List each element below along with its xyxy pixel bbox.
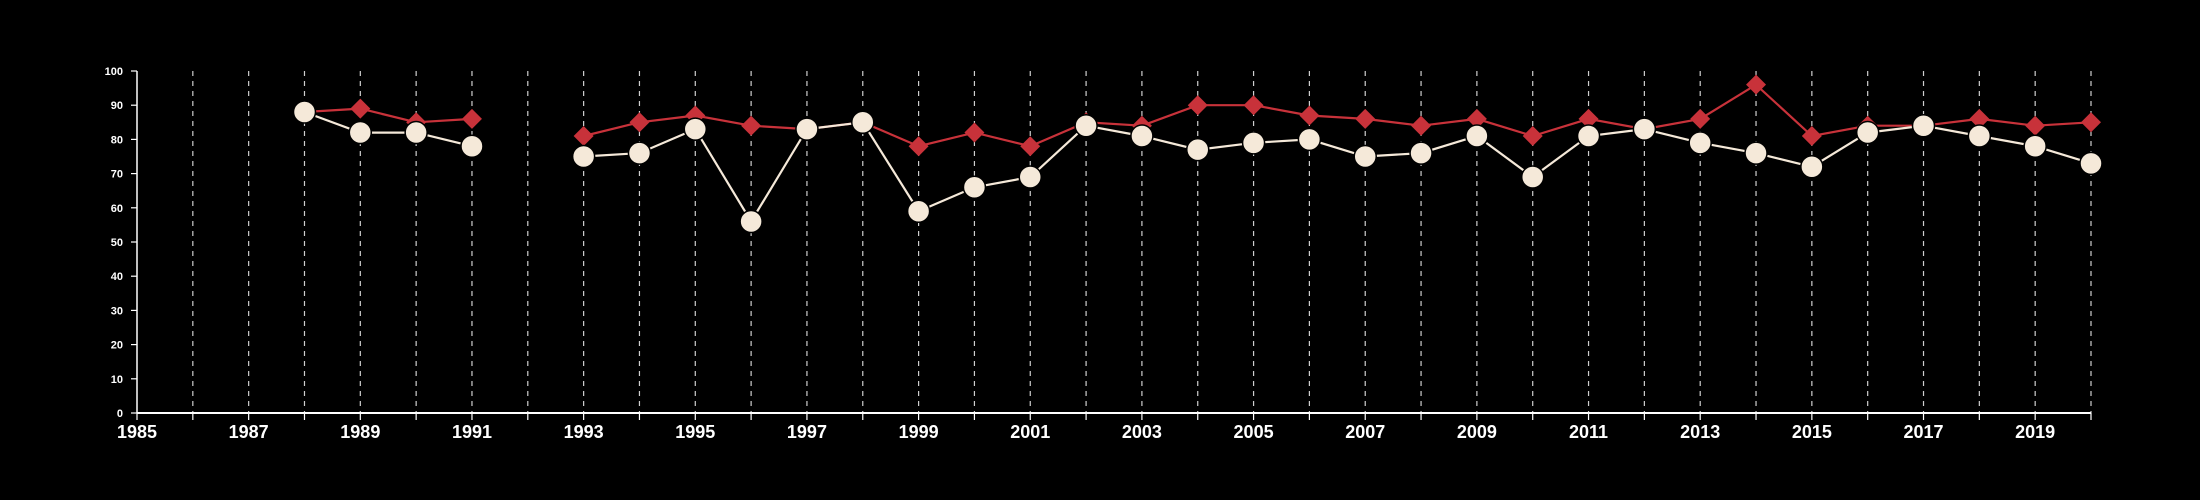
x-tick-label-2003: 2003 [1122, 422, 1162, 442]
circle-point-2013 [1688, 131, 1712, 155]
circle-point-2016 [1855, 120, 1880, 145]
diamond-point-1999 [908, 136, 929, 157]
diamond-point-2009 [1466, 108, 1487, 129]
circle-point-2006 [1297, 127, 1322, 152]
circle-point-2005 [1241, 131, 1266, 155]
diamond-point-2013 [1690, 108, 1711, 129]
circle-point-2020 [2079, 151, 2103, 176]
x-tick-label-1997: 1997 [787, 422, 827, 442]
x-tick-label-1985: 1985 [117, 422, 157, 442]
circle-point-1991 [460, 134, 484, 158]
y-tick-label-70: 70 [111, 169, 123, 181]
diamond-point-1989 [350, 98, 371, 119]
circle-point-2007 [1353, 144, 1377, 169]
x-tick-label-1999: 1999 [899, 422, 939, 442]
y-tick-label-50: 50 [111, 237, 123, 249]
diamond-point-2011 [1578, 108, 1599, 129]
circle-point-1999 [906, 199, 931, 223]
diamond-point-2020 [2081, 112, 2101, 133]
diamond-point-2000 [964, 122, 985, 143]
circle-series-line-0 [304, 110, 473, 148]
y-tick-label-90: 90 [111, 100, 123, 112]
x-tick-label-1987: 1987 [229, 422, 269, 442]
diamond-point-2007 [1355, 108, 1376, 129]
diamond-point-2008 [1411, 115, 1432, 136]
x-tick-label-1993: 1993 [564, 422, 604, 442]
circle-point-2001 [1018, 165, 1043, 189]
x-tick-label-1995: 1995 [675, 422, 715, 442]
diamond-point-1996 [741, 115, 762, 136]
y-tick-label-80: 80 [111, 134, 123, 146]
circle-series-line-1 [583, 121, 2092, 224]
circle-point-2012 [1632, 117, 1657, 141]
x-tick-label-2017: 2017 [1903, 422, 1943, 442]
x-tick-label-1991: 1991 [452, 422, 492, 442]
circle-point-1997 [795, 117, 819, 141]
diamond-point-2015 [1801, 125, 1822, 146]
x-tick-label-2007: 2007 [1345, 422, 1385, 442]
diamond-series-line-0 [304, 107, 473, 124]
circle-point-2017 [1911, 113, 1936, 138]
circle-point-1996 [739, 209, 763, 234]
y-tick-label-30: 30 [111, 305, 123, 317]
circle-point-1993 [571, 144, 596, 169]
circle-point-1990 [404, 120, 428, 145]
circle-point-1994 [627, 141, 652, 165]
diamond-point-2006 [1299, 105, 1320, 126]
circle-point-2019 [2023, 134, 2047, 158]
circle-point-2003 [1130, 124, 1154, 148]
vertical-gridlines [192, 71, 2092, 413]
circle-point-2004 [1185, 137, 1210, 162]
x-tick-label-2019: 2019 [2015, 422, 2055, 442]
circle-point-2009 [1465, 124, 1489, 148]
diamond-point-2014 [1746, 74, 1767, 95]
x-tick-label-1989: 1989 [340, 422, 380, 442]
circle-point-2011 [1576, 124, 1601, 148]
y-tick-label-20: 20 [111, 340, 123, 352]
circle-point-1988 [292, 100, 317, 124]
circle-point-1995 [683, 117, 708, 141]
circle-point-2014 [1744, 141, 1768, 165]
circle-point-2000 [962, 175, 987, 200]
diamond-point-1993 [573, 125, 594, 146]
diamond-point-2001 [1020, 136, 1041, 157]
circle-point-2015 [1800, 155, 1824, 179]
y-tick-label-60: 60 [111, 203, 123, 215]
x-tick-label-2013: 2013 [1680, 422, 1720, 442]
y-tick-label-40: 40 [111, 271, 123, 283]
diamond-point-2010 [1522, 125, 1543, 146]
y-tick-label-10: 10 [111, 374, 123, 386]
diamond-point-2005 [1243, 95, 1264, 116]
x-tick-label-2009: 2009 [1457, 422, 1497, 442]
diamond-point-1991 [461, 108, 482, 129]
y-tick-label-100: 100 [105, 66, 123, 78]
diamond-point-2019 [2025, 115, 2046, 136]
circle-point-2002 [1074, 113, 1098, 138]
y-tick-label-0: 0 [117, 408, 123, 420]
circle-point-2008 [1409, 141, 1433, 165]
axes: 0 10 20 30 40 50 60 70 80 90 100 1985 1987 1989 1991 19… [105, 66, 2092, 442]
diamond-point-2018 [1969, 108, 1990, 129]
x-tick-label-2001: 2001 [1010, 422, 1050, 442]
diamond-point-1994 [629, 112, 650, 133]
circle-point-2010 [1520, 165, 1545, 189]
circle-point-2018 [1967, 124, 1992, 148]
circle-point-1998 [851, 110, 875, 135]
x-tick-label-2005: 2005 [1234, 422, 1274, 442]
x-tick-label-2011: 2011 [1569, 422, 1608, 442]
diamond-point-2004 [1187, 95, 1208, 116]
circle-point-1989 [348, 120, 373, 145]
data-series [292, 74, 2103, 234]
circle-series [292, 100, 2103, 234]
x-tick-label-2015: 2015 [1792, 422, 1832, 442]
